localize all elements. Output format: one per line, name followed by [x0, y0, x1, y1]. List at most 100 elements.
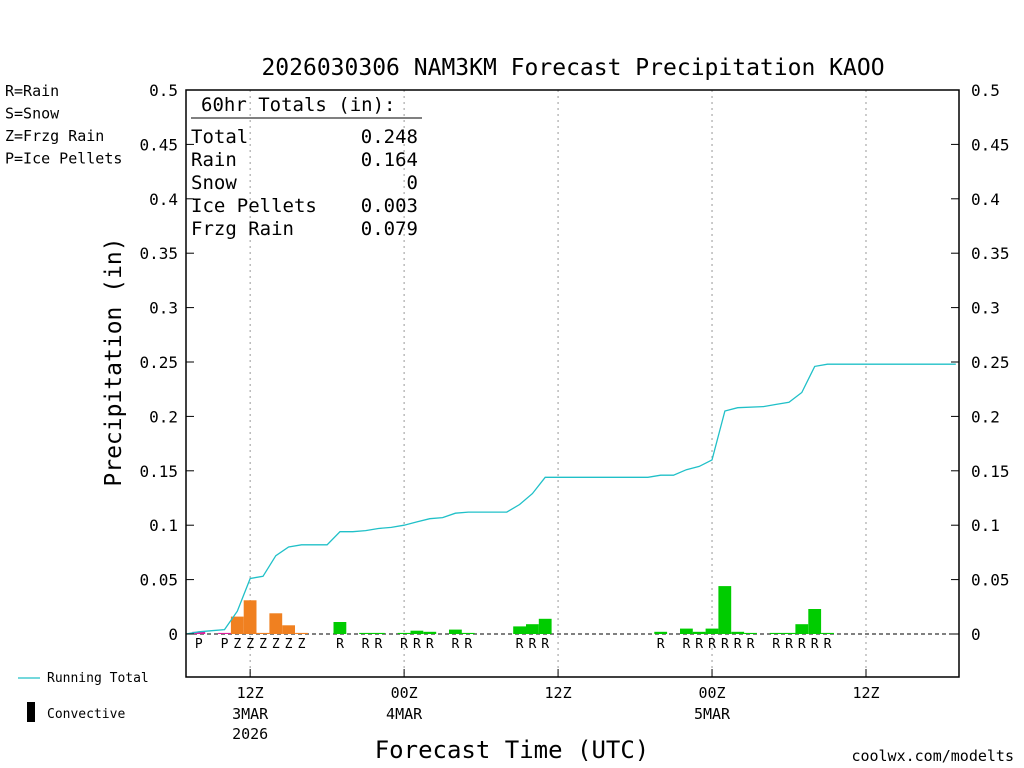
- precip-bar: [449, 629, 462, 634]
- totals-row-label: Rain: [191, 149, 237, 171]
- running-total-line: [185, 363, 956, 635]
- precip-bar: [295, 632, 308, 634]
- x-gridlines: [249, 90, 867, 677]
- x-tick-label: 00Z: [698, 684, 725, 702]
- totals-heading: 60hr Totals (in):: [201, 94, 395, 116]
- precip-bar: [192, 631, 206, 634]
- ptype-label: R: [336, 637, 344, 652]
- ptype-label: R: [772, 637, 780, 652]
- x-tick-date: 4MAR: [386, 705, 423, 723]
- totals-row-label: Total: [191, 126, 248, 148]
- ptype-label: R: [721, 637, 729, 652]
- credit-text: coolwx.com/modelts: [851, 747, 1014, 765]
- ptype-label: R: [657, 637, 665, 652]
- ptype-label: R: [747, 637, 755, 652]
- ptype-label: P: [195, 637, 203, 652]
- totals-row-value: 0.003: [361, 195, 418, 217]
- ptype-label: Z: [246, 637, 254, 652]
- x-axis-label: Forecast Time (UTC): [375, 736, 650, 764]
- ptype-label: R: [708, 637, 716, 652]
- ptype-legend-entry: P=Ice Pellets: [5, 150, 122, 168]
- precip-bar: [359, 632, 372, 634]
- precip-bar: [782, 632, 796, 634]
- y-tick-label-right: 0.45: [971, 135, 1010, 154]
- ptype-label: R: [785, 637, 793, 652]
- precip-bar: [461, 632, 475, 634]
- precip-bar: [243, 600, 257, 634]
- totals-box: 60hr Totals (in): Total 0.248 Rain 0.164 Sno…: [191, 94, 422, 240]
- ptype-label: Z: [285, 637, 293, 652]
- totals-row-value: 0.164: [361, 149, 418, 171]
- convective-legend-label: Convective: [47, 707, 125, 722]
- ptype-label: Z: [298, 637, 306, 652]
- precip-bar: [808, 609, 822, 634]
- ptype-label: R: [362, 637, 370, 652]
- ptype-label: R: [516, 637, 524, 652]
- ptype-label: R: [413, 637, 421, 652]
- y-tick-label-right: 0.2: [971, 407, 1000, 426]
- y-tick-label-left: 0.25: [139, 353, 178, 372]
- precip-bar: [526, 624, 539, 634]
- precip-bar: [269, 613, 283, 634]
- y-tick-label-left: 0.45: [139, 135, 178, 154]
- ptype-label: Z: [272, 637, 280, 652]
- precip-bar: [397, 632, 411, 634]
- precip-bars: [192, 586, 834, 634]
- plot-frame: [185, 89, 960, 678]
- precip-bar: [705, 628, 719, 634]
- ptype-label: R: [374, 637, 382, 652]
- ptype-label: R: [464, 637, 472, 652]
- ptype-label: R: [811, 637, 819, 652]
- ptype-label: R: [695, 637, 703, 652]
- totals-row-label: Snow: [191, 172, 237, 194]
- y-tick-label-left: 0.15: [139, 462, 178, 481]
- chart-title: 2026030306 NAM3KM Forecast Precipitation…: [261, 55, 884, 81]
- x-tick-label: 12Z: [852, 684, 879, 702]
- x-tick-year: 2026: [232, 725, 268, 743]
- precip-bar: [230, 616, 244, 634]
- precip-bar: [718, 586, 732, 634]
- y-tick-label-right: 0.5: [971, 81, 1000, 100]
- precip-bar: [680, 628, 693, 634]
- precip-bar: [769, 632, 783, 634]
- ptype-label: R: [426, 637, 434, 652]
- precip-bar: [513, 626, 526, 634]
- ptype-label: P: [221, 637, 229, 652]
- ptype-label: R: [734, 637, 742, 652]
- ptype-label: R: [798, 637, 806, 652]
- ptype-legend-entry: S=Snow: [5, 105, 60, 123]
- y-axis-left: 0.5 0.45 0.4 0.35 0.3 0.25 0.2 0.15 0.1 0.05 0: [139, 81, 194, 644]
- y-tick-label-left: 0: [168, 625, 178, 644]
- precip-bar: [282, 625, 295, 634]
- line-legend: Running Total Convective: [18, 671, 149, 722]
- totals-row-value: 0.248: [361, 126, 418, 148]
- totals-rows: Total 0.248 Rain 0.164 Snow 0 Ice Pellets 0.003…: [191, 126, 418, 240]
- y-tick-label-left: 0.35: [139, 244, 178, 263]
- ptype-label: R: [451, 637, 459, 652]
- totals-row-label: Ice Pellets: [191, 195, 317, 217]
- x-tick-label: 00Z: [391, 684, 418, 702]
- ptype-label: R: [528, 637, 536, 652]
- y-tick-label-right: 0.4: [971, 190, 1000, 209]
- y-tick-label-left: 0.3: [149, 299, 178, 318]
- precip-bar: [744, 632, 757, 634]
- x-axis: 12Z 3MAR 2026 00Z 4MAR 12Z 00Z 5MAR 12Z: [232, 669, 880, 743]
- x-tick-label: 12Z: [237, 684, 264, 702]
- precip-bar: [410, 630, 424, 634]
- y-tick-label-right: 0.05: [971, 571, 1010, 590]
- precip-bar: [256, 632, 270, 634]
- convective-swatch: [27, 702, 35, 722]
- precip-bar: [218, 632, 231, 634]
- y-tick-label-right: 0.25: [971, 353, 1010, 372]
- ptype-label: R: [541, 637, 549, 652]
- y-axis-label: Precipitation (in): [101, 237, 127, 486]
- precip-bar: [821, 632, 834, 634]
- precip-bar: [795, 624, 809, 634]
- ptype-label: Z: [233, 637, 241, 652]
- ptype-label: R: [400, 637, 408, 652]
- totals-row-value: 0.079: [361, 218, 418, 240]
- ptype-legend-entry: Z=Frzg Rain: [5, 127, 104, 145]
- precip-bar: [423, 631, 437, 634]
